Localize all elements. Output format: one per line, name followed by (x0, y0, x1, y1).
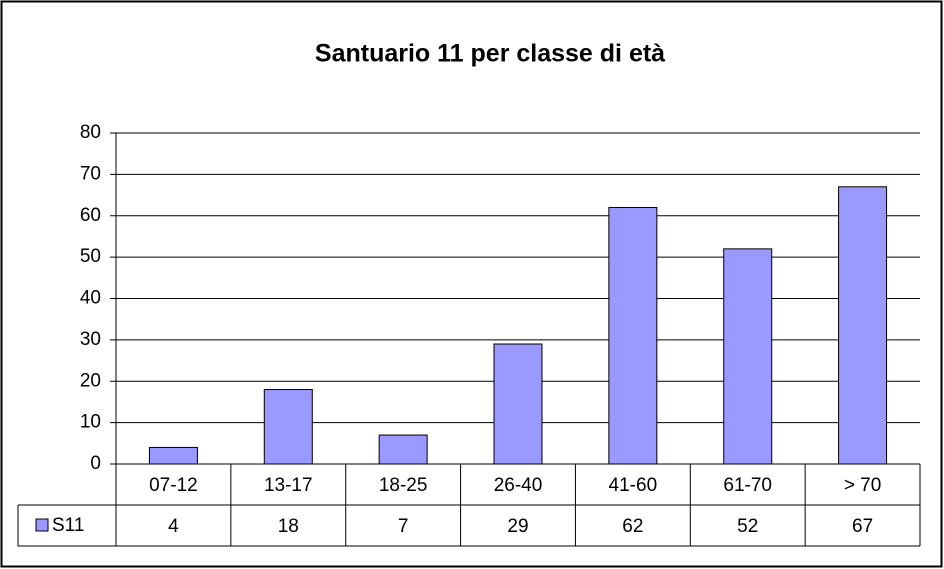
bar (148, 446, 198, 465)
table-value: 29 (507, 516, 528, 537)
x-tick-label: 61-70 (723, 475, 772, 496)
legend-swatch (35, 518, 49, 532)
y-tick-label: 70 (80, 163, 101, 184)
table-value: 67 (852, 516, 873, 537)
table-value: 4 (168, 516, 179, 537)
y-tick-label: 60 (80, 205, 101, 226)
y-tick-label: 10 (80, 412, 101, 433)
y-tick-label: 30 (80, 329, 101, 350)
y-tick-label: 40 (80, 288, 101, 309)
y-tick-label: 50 (80, 246, 101, 267)
table-value: 7 (398, 516, 409, 537)
bar (838, 186, 888, 465)
table-value: 18 (278, 516, 299, 537)
x-tick-label: > 70 (844, 475, 882, 496)
x-tick-label: 18-25 (379, 475, 428, 496)
y-tick-label: 20 (80, 370, 101, 391)
legend-label: S11 (52, 515, 84, 536)
bar (608, 206, 658, 465)
x-tick-label: 26-40 (494, 475, 543, 496)
bar (493, 343, 543, 465)
table-value: 52 (737, 516, 758, 537)
y-tick-label: 80 (80, 122, 101, 143)
bar (378, 434, 428, 465)
x-tick-label: 41-60 (609, 475, 658, 496)
x-tick-label: 07-12 (149, 475, 198, 496)
x-tick-label: 13-17 (264, 475, 313, 496)
table-value: 62 (622, 516, 643, 537)
y-tick-label: 0 (90, 453, 101, 474)
bar (263, 389, 313, 465)
bar (723, 248, 773, 465)
chart-title: Santuario 11 per classe di età (315, 40, 665, 68)
